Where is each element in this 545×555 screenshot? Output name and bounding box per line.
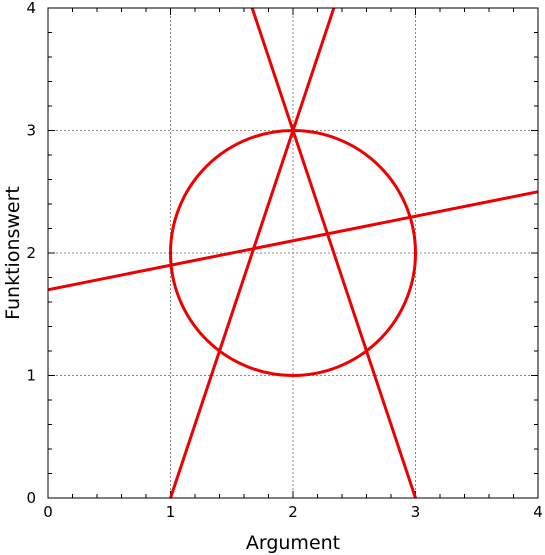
series-line <box>48 190 538 292</box>
x-tick-labels: 0 1 2 3 4 <box>43 503 543 521</box>
y-tick-label: 2 <box>26 244 36 262</box>
plot-frame <box>47 7 539 499</box>
series-line <box>250 8 417 498</box>
y-tick-label: 0 <box>26 489 36 507</box>
x-tick-label: 4 <box>533 503 543 521</box>
x-tick-label: 1 <box>166 503 176 521</box>
x-axis-title: Argument <box>246 532 340 554</box>
y-tick-label: 1 <box>26 367 36 385</box>
series-circle <box>169 129 417 377</box>
y-tick-label: 3 <box>26 122 36 140</box>
plot-area <box>48 8 538 498</box>
x-tick-label: 2 <box>288 503 298 521</box>
y-tick-label: 4 <box>26 0 36 17</box>
y-tick-labels: 0 1 2 3 4 <box>26 0 36 507</box>
x-tick-label: 0 <box>43 503 53 521</box>
x-tick-label: 3 <box>411 503 421 521</box>
grid <box>48 8 538 498</box>
series-line <box>169 8 336 498</box>
y-axis-title: Funktionswert <box>2 186 24 320</box>
